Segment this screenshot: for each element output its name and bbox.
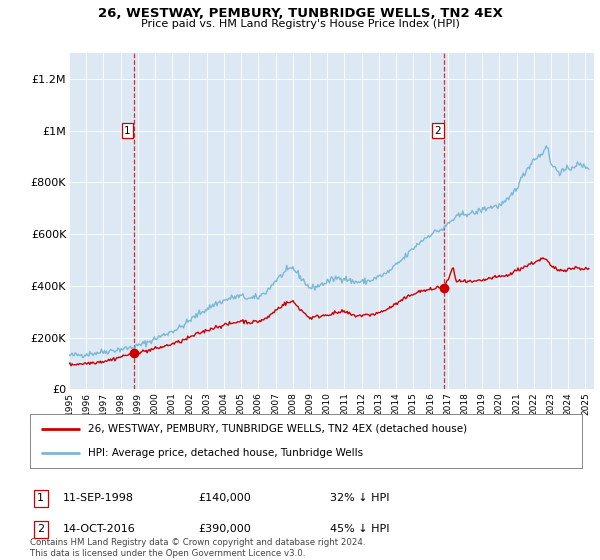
Text: HPI: Average price, detached house, Tunbridge Wells: HPI: Average price, detached house, Tunb… — [88, 448, 363, 458]
Text: Contains HM Land Registry data © Crown copyright and database right 2024.
This d: Contains HM Land Registry data © Crown c… — [30, 538, 365, 558]
Text: 1: 1 — [124, 126, 131, 136]
Text: Price paid vs. HM Land Registry's House Price Index (HPI): Price paid vs. HM Land Registry's House … — [140, 19, 460, 29]
Text: £140,000: £140,000 — [198, 493, 251, 503]
Text: 32% ↓ HPI: 32% ↓ HPI — [330, 493, 389, 503]
Text: £390,000: £390,000 — [198, 524, 251, 534]
Text: 2: 2 — [37, 524, 44, 534]
Text: 14-OCT-2016: 14-OCT-2016 — [63, 524, 136, 534]
Text: 26, WESTWAY, PEMBURY, TUNBRIDGE WELLS, TN2 4EX (detached house): 26, WESTWAY, PEMBURY, TUNBRIDGE WELLS, T… — [88, 424, 467, 434]
Text: 45% ↓ HPI: 45% ↓ HPI — [330, 524, 389, 534]
Text: 11-SEP-1998: 11-SEP-1998 — [63, 493, 134, 503]
Text: 2: 2 — [435, 126, 442, 136]
Text: 26, WESTWAY, PEMBURY, TUNBRIDGE WELLS, TN2 4EX: 26, WESTWAY, PEMBURY, TUNBRIDGE WELLS, T… — [98, 7, 502, 20]
Text: 1: 1 — [37, 493, 44, 503]
